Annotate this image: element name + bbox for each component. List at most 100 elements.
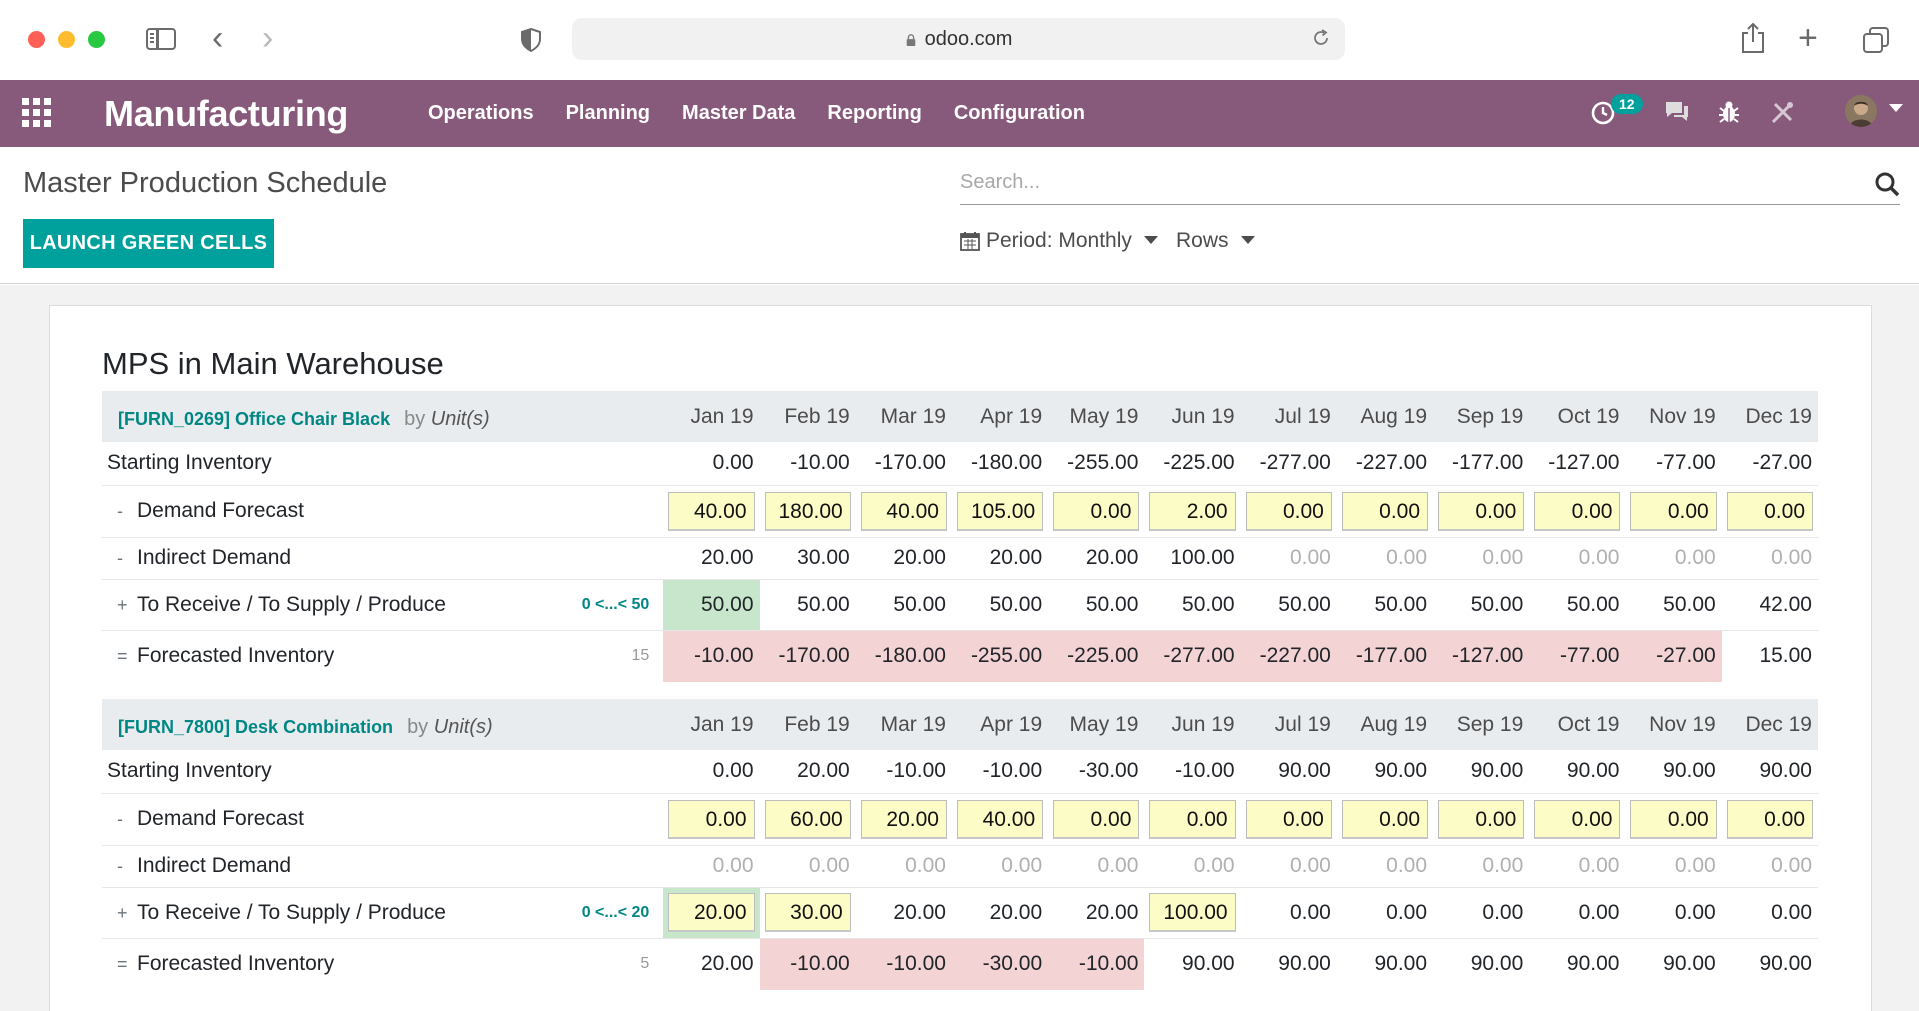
receive-cell[interactable]: 50.00 xyxy=(1566,592,1620,616)
demand-input[interactable]: 0.00 xyxy=(1630,799,1717,839)
receive-cell[interactable]: 50.00 xyxy=(663,579,760,630)
demand-input[interactable]: 0.00 xyxy=(1438,799,1525,839)
period-dropdown[interactable]: Period: Monthly xyxy=(960,229,1158,253)
demand-input[interactable]: 60.00 xyxy=(764,799,851,839)
demand-input[interactable]: 0.00 xyxy=(1726,491,1813,531)
receive-cell[interactable]: 0.00 xyxy=(1674,900,1716,924)
search-input[interactable] xyxy=(960,165,1840,199)
demand-input[interactable]: 180.00 xyxy=(764,491,851,531)
menu-planning[interactable]: Planning xyxy=(565,102,651,124)
rows-dropdown[interactable]: Rows xyxy=(1176,229,1255,253)
menu-configuration[interactable]: Configuration xyxy=(953,102,1085,124)
forward-icon[interactable]: › xyxy=(262,19,274,57)
demand-input[interactable]: 40.00 xyxy=(860,491,947,531)
privacy-shield-icon[interactable] xyxy=(520,28,542,52)
row-operator: + xyxy=(117,902,128,923)
receive-cell[interactable]: 0.00 xyxy=(1289,900,1331,924)
new-tab-icon[interactable]: + xyxy=(1798,19,1818,57)
demand-cell: 0.00 xyxy=(663,793,759,845)
receive-cell[interactable]: 50.00 xyxy=(1278,592,1331,616)
demand-input[interactable]: 40.00 xyxy=(668,491,755,531)
demand-cell: 0.00 xyxy=(1144,793,1240,845)
demand-input[interactable]: 0.00 xyxy=(1630,491,1717,531)
apps-menu-icon[interactable] xyxy=(22,98,52,128)
receive-cell[interactable]: 20.00 xyxy=(1085,900,1139,924)
reload-icon[interactable] xyxy=(1311,28,1331,48)
menu-master-data[interactable]: Master Data xyxy=(682,102,796,124)
receive-cell[interactable]: 20.00 xyxy=(893,900,946,924)
receive-input[interactable]: 100.00 xyxy=(1149,893,1236,932)
starting-cell: -10.00 xyxy=(1175,759,1235,783)
demand-input[interactable]: 0.00 xyxy=(1534,491,1621,531)
demand-cell: 0.00 xyxy=(1048,485,1144,537)
activity-count-badge[interactable]: 12 xyxy=(1611,94,1643,114)
product-block: [FURN_0269] Office Chair Black by Unit(s)… xyxy=(102,391,1818,682)
safety-stock: 5 xyxy=(632,955,649,973)
window-close-button[interactable] xyxy=(28,31,45,48)
search-icon[interactable] xyxy=(1874,171,1900,197)
receive-cell[interactable]: 0.00 xyxy=(1578,900,1620,924)
demand-cell: 40.00 xyxy=(952,793,1048,845)
receive-input[interactable]: 30.00 xyxy=(764,893,851,932)
demand-input[interactable]: 2.00 xyxy=(1149,491,1236,531)
receive-cell[interactable]: 50.00 xyxy=(893,592,946,616)
window-minimize-button[interactable] xyxy=(58,31,75,48)
receive-cell[interactable]: 42.00 xyxy=(1759,592,1812,616)
starting-cell: -77.00 xyxy=(1656,451,1716,475)
demand-input[interactable]: 0.00 xyxy=(1534,799,1621,839)
demand-input[interactable]: 105.00 xyxy=(956,491,1044,531)
activity-clock-icon[interactable] xyxy=(1589,98,1617,126)
demand-input[interactable]: 20.00 xyxy=(860,799,947,839)
indirect-cell: 0.00 xyxy=(1386,546,1428,569)
address-bar[interactable]: odoo.com xyxy=(572,18,1345,60)
demand-cell: 0.00 xyxy=(1337,793,1433,845)
receive-cell[interactable]: 0.00 xyxy=(1771,900,1812,924)
receive-cell[interactable]: 50.00 xyxy=(1470,592,1524,616)
launch-green-cells-button[interactable]: LAUNCH GREEN CELLS xyxy=(23,219,274,268)
demand-input[interactable]: 0.00 xyxy=(1149,799,1236,839)
chat-icon[interactable] xyxy=(1663,98,1691,124)
tools-icon[interactable] xyxy=(1769,98,1795,126)
demand-input[interactable]: 0.00 xyxy=(1245,799,1332,839)
demand-input[interactable]: 0.00 xyxy=(1438,491,1525,531)
receive-cell[interactable]: 50.00 xyxy=(1182,592,1235,616)
menu-operations[interactable]: Operations xyxy=(428,102,534,124)
sidebar-toggle-icon[interactable] xyxy=(146,28,176,50)
demand-input[interactable]: 0.00 xyxy=(1053,491,1140,531)
demand-input[interactable]: 0.00 xyxy=(1726,799,1813,839)
user-avatar[interactable] xyxy=(1845,95,1877,127)
demand-input[interactable]: 0.00 xyxy=(1341,799,1429,839)
demand-cell: 180.00 xyxy=(760,485,856,537)
menu-reporting[interactable]: Reporting xyxy=(827,102,922,124)
tab-overview-icon[interactable] xyxy=(1862,26,1890,54)
replenish-range-link[interactable]: 0 <...< 50 xyxy=(581,595,650,613)
receive-cell[interactable]: 50.00 xyxy=(1374,592,1428,616)
demand-input[interactable]: 0.00 xyxy=(1245,491,1332,531)
debug-bug-icon[interactable] xyxy=(1716,98,1742,126)
replenish-range-link[interactable]: 0 <...< 20 xyxy=(581,903,650,921)
demand-input[interactable]: 40.00 xyxy=(956,799,1044,839)
user-menu-caret-icon[interactable] xyxy=(1889,104,1903,112)
receive-cell[interactable]: 50.00 xyxy=(989,592,1043,616)
month-header: Aug 19 xyxy=(1360,712,1428,736)
demand-input[interactable]: 0.00 xyxy=(1053,799,1140,839)
receive-input[interactable]: 20.00 xyxy=(668,893,755,932)
receive-cell[interactable]: 50.00 xyxy=(1085,592,1139,616)
indirect-cell: 0.00 xyxy=(1482,546,1524,569)
receive-cell[interactable]: 20.00 xyxy=(989,900,1043,924)
receive-cell[interactable]: 0.00 xyxy=(1482,900,1524,924)
product-name-link[interactable]: [FURN_0269] Office Chair Black xyxy=(118,408,391,429)
product-name-link[interactable]: [FURN_7800] Desk Combination xyxy=(118,716,394,737)
forecasted-cell: -225.00 xyxy=(1048,630,1145,682)
back-icon[interactable]: ‹ xyxy=(212,19,224,57)
receive-cell[interactable]: 0.00 xyxy=(1386,900,1428,924)
share-icon[interactable] xyxy=(1740,22,1766,54)
window-zoom-button[interactable] xyxy=(88,31,105,48)
demand-input[interactable]: 0.00 xyxy=(1341,491,1429,531)
app-title[interactable]: Manufacturing xyxy=(104,93,349,134)
receive-cell[interactable]: 50.00 xyxy=(1663,592,1716,616)
starting-cell: -255.00 xyxy=(1067,451,1139,475)
receive-cell[interactable]: 50.00 xyxy=(797,592,850,616)
indirect-cell: 30.00 xyxy=(797,546,850,569)
demand-input[interactable]: 0.00 xyxy=(668,799,755,839)
